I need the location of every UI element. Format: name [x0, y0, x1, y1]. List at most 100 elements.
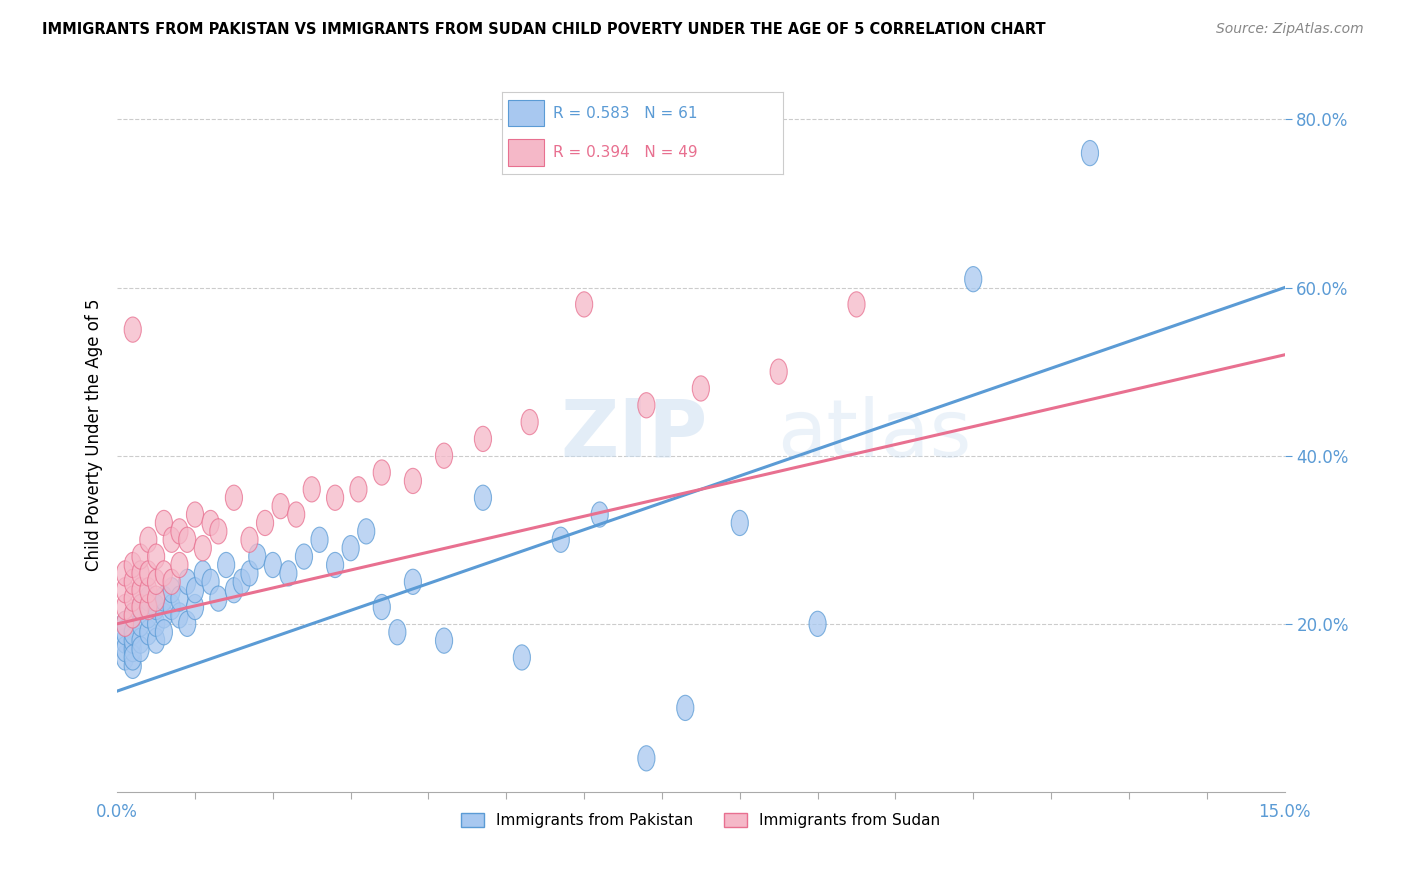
Ellipse shape — [373, 460, 391, 485]
Ellipse shape — [117, 620, 134, 645]
Ellipse shape — [436, 628, 453, 653]
Ellipse shape — [148, 544, 165, 569]
Ellipse shape — [194, 561, 211, 586]
Ellipse shape — [124, 552, 142, 578]
Ellipse shape — [474, 485, 492, 510]
Ellipse shape — [132, 578, 149, 603]
Ellipse shape — [474, 426, 492, 451]
Ellipse shape — [124, 637, 142, 662]
Ellipse shape — [132, 628, 149, 653]
Ellipse shape — [770, 359, 787, 384]
Ellipse shape — [132, 544, 149, 569]
Ellipse shape — [124, 603, 142, 628]
Ellipse shape — [965, 267, 981, 292]
Ellipse shape — [187, 594, 204, 620]
Ellipse shape — [288, 502, 305, 527]
Text: IMMIGRANTS FROM PAKISTAN VS IMMIGRANTS FROM SUDAN CHILD POVERTY UNDER THE AGE OF: IMMIGRANTS FROM PAKISTAN VS IMMIGRANTS F… — [42, 22, 1046, 37]
Ellipse shape — [808, 611, 827, 637]
Ellipse shape — [172, 603, 188, 628]
Ellipse shape — [132, 594, 149, 620]
Ellipse shape — [124, 628, 142, 653]
Ellipse shape — [240, 527, 259, 552]
Ellipse shape — [405, 468, 422, 493]
Ellipse shape — [676, 695, 693, 721]
Ellipse shape — [373, 594, 391, 620]
Ellipse shape — [295, 544, 312, 569]
Ellipse shape — [139, 527, 157, 552]
Ellipse shape — [117, 594, 134, 620]
Ellipse shape — [638, 746, 655, 771]
Ellipse shape — [209, 586, 226, 611]
Ellipse shape — [139, 603, 157, 628]
Ellipse shape — [271, 493, 290, 519]
Ellipse shape — [692, 376, 710, 401]
Ellipse shape — [233, 569, 250, 594]
Ellipse shape — [117, 561, 134, 586]
Ellipse shape — [179, 611, 195, 637]
Ellipse shape — [139, 594, 157, 620]
Ellipse shape — [124, 620, 142, 645]
Ellipse shape — [194, 535, 211, 561]
Ellipse shape — [179, 527, 195, 552]
Text: atlas: atlas — [776, 396, 972, 474]
Ellipse shape — [155, 586, 173, 611]
Ellipse shape — [179, 569, 195, 594]
Ellipse shape — [148, 628, 165, 653]
Ellipse shape — [304, 476, 321, 502]
Ellipse shape — [187, 502, 204, 527]
Ellipse shape — [163, 569, 180, 594]
Ellipse shape — [148, 594, 165, 620]
Ellipse shape — [117, 611, 134, 637]
Ellipse shape — [638, 392, 655, 417]
Ellipse shape — [350, 476, 367, 502]
Ellipse shape — [218, 552, 235, 578]
Ellipse shape — [155, 510, 173, 535]
Ellipse shape — [139, 620, 157, 645]
Ellipse shape — [187, 578, 204, 603]
Ellipse shape — [172, 552, 188, 578]
Ellipse shape — [311, 527, 328, 552]
Ellipse shape — [124, 603, 142, 628]
Ellipse shape — [553, 527, 569, 552]
Ellipse shape — [264, 552, 281, 578]
Ellipse shape — [117, 645, 134, 670]
Ellipse shape — [124, 653, 142, 679]
Ellipse shape — [357, 519, 375, 544]
Ellipse shape — [209, 519, 226, 544]
Ellipse shape — [436, 443, 453, 468]
Ellipse shape — [132, 594, 149, 620]
Ellipse shape — [124, 569, 142, 594]
Ellipse shape — [202, 569, 219, 594]
Legend: Immigrants from Pakistan, Immigrants from Sudan: Immigrants from Pakistan, Immigrants fro… — [456, 807, 946, 834]
Ellipse shape — [124, 317, 142, 343]
Ellipse shape — [405, 569, 422, 594]
Ellipse shape — [155, 561, 173, 586]
Ellipse shape — [249, 544, 266, 569]
Ellipse shape — [240, 561, 259, 586]
Ellipse shape — [148, 569, 165, 594]
Text: Source: ZipAtlas.com: Source: ZipAtlas.com — [1216, 22, 1364, 37]
Ellipse shape — [256, 510, 274, 535]
Ellipse shape — [163, 578, 180, 603]
Ellipse shape — [132, 637, 149, 662]
Ellipse shape — [155, 620, 173, 645]
Ellipse shape — [139, 578, 157, 603]
Ellipse shape — [225, 485, 242, 510]
Ellipse shape — [148, 586, 165, 611]
Ellipse shape — [163, 594, 180, 620]
Ellipse shape — [124, 586, 142, 611]
Ellipse shape — [139, 561, 157, 586]
Ellipse shape — [117, 578, 134, 603]
Ellipse shape — [731, 510, 748, 535]
Ellipse shape — [132, 611, 149, 637]
Text: ZIP: ZIP — [561, 396, 709, 474]
Ellipse shape — [280, 561, 297, 586]
Ellipse shape — [848, 292, 865, 317]
Ellipse shape — [155, 603, 173, 628]
Ellipse shape — [172, 519, 188, 544]
Ellipse shape — [522, 409, 538, 434]
Ellipse shape — [342, 535, 359, 561]
Ellipse shape — [389, 620, 406, 645]
Ellipse shape — [132, 561, 149, 586]
Ellipse shape — [117, 628, 134, 653]
